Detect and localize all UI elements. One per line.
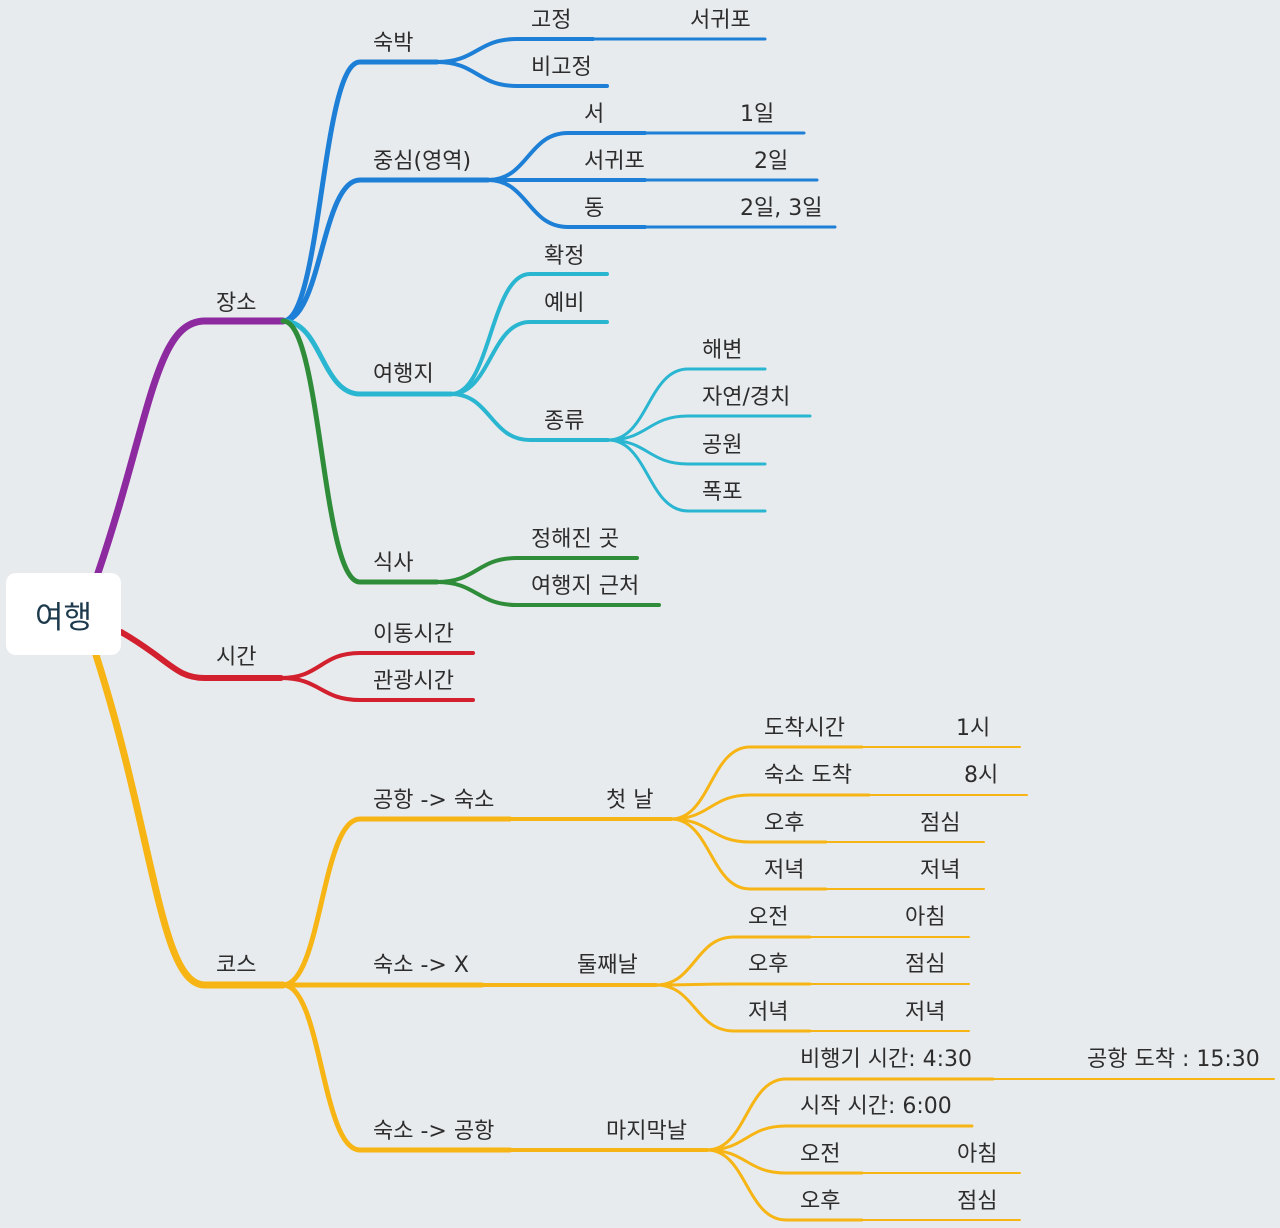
node-day3-flight-value[interactable]: 공항 도착 : 15:30: [1087, 1047, 1260, 1072]
node-type-nature[interactable]: 자연/경치: [702, 385, 791, 410]
node-stay[interactable]: 숙박: [373, 31, 414, 56]
node-day3-route[interactable]: 숙소 -> 공항: [373, 1119, 495, 1144]
node-day3-morning[interactable]: 오전: [800, 1142, 841, 1167]
link-course-day3: [280, 982, 513, 1153]
node-day1-checkin[interactable]: 숙소 도착: [764, 763, 852, 788]
node-day2-afternoon[interactable]: 오후: [748, 952, 789, 977]
node-destination-confirmed[interactable]: 확정: [544, 244, 585, 269]
link-place-center: [280, 177, 491, 324]
link-center-west: [486, 131, 647, 182]
node-center[interactable]: 중심(영역): [373, 149, 472, 174]
node-day1-evening[interactable]: 저녁: [764, 858, 805, 883]
node-destination-type[interactable]: 종류: [544, 409, 585, 434]
link-day1-afternoon: [669, 817, 828, 844]
link-root-course: [92, 651, 287, 989]
node-center-seogwipo-value[interactable]: 2일: [754, 149, 789, 174]
node-type-waterfall[interactable]: 폭포: [702, 480, 743, 505]
node-day2-morning-value[interactable]: 아침: [905, 905, 946, 930]
node-day1-route[interactable]: 공항 -> 숙소: [373, 788, 495, 813]
link-place-meal: [280, 318, 440, 585]
node-day3-afternoon-value[interactable]: 점심: [957, 1189, 998, 1214]
node-day1-checkin-value[interactable]: 8시: [964, 763, 999, 788]
node-day1-arrival-value[interactable]: 1시: [956, 716, 991, 741]
node-center-east[interactable]: 동: [584, 196, 605, 221]
node-destination-reserve[interactable]: 예비: [544, 291, 585, 316]
node-stay-fixed[interactable]: 고정: [531, 8, 572, 33]
node-day3-morning-value[interactable]: 아침: [957, 1142, 998, 1167]
node-time-travel[interactable]: 이동시간: [373, 622, 454, 647]
link-day3-start: [705, 1124, 974, 1152]
node-day1-afternoon[interactable]: 오후: [764, 811, 805, 836]
node-time[interactable]: 시간: [216, 645, 257, 670]
node-place[interactable]: 장소: [216, 291, 257, 316]
node-day2-evening-value[interactable]: 저녁: [905, 1000, 946, 1025]
node-day3-flight[interactable]: 비행기 시간: 4:30: [800, 1047, 973, 1072]
link-root-time: [118, 629, 284, 681]
node-time-sightseeing[interactable]: 관광시간: [373, 669, 454, 694]
node-stay-fixed-value[interactable]: 서귀포: [690, 8, 751, 33]
link-type-park: [606, 438, 767, 466]
node-day2[interactable]: 둘째날: [577, 953, 638, 978]
link-time-sightseeing: [279, 676, 475, 702]
node-day2-route[interactable]: 숙소 -> X: [373, 953, 469, 978]
link-dest-reserve: [449, 320, 609, 396]
node-center-seogwipo[interactable]: 서귀포: [584, 149, 645, 174]
link-stay-unfixed: [435, 60, 609, 88]
node-day2-morning[interactable]: 오전: [748, 905, 789, 930]
node-stay-unfixed[interactable]: 비고정: [531, 55, 592, 80]
link-type-nature: [606, 414, 812, 442]
node-day3-start[interactable]: 시작 시간: 6:00: [800, 1094, 952, 1119]
node-type-park[interactable]: 공원: [702, 433, 743, 458]
node-center-west[interactable]: 서: [584, 102, 605, 127]
link-day1-checkin: [669, 793, 871, 821]
link-day3-flight: [705, 1077, 995, 1152]
root-node[interactable]: 여행: [6, 573, 121, 655]
node-destination[interactable]: 여행지: [373, 362, 434, 387]
node-course[interactable]: 코스: [216, 953, 257, 978]
node-day2-afternoon-value[interactable]: 점심: [905, 952, 946, 977]
link-day1-arrival: [669, 745, 864, 821]
node-day1[interactable]: 첫 날: [606, 788, 654, 813]
link-day2-evening: [654, 983, 812, 1033]
link-course-day1: [280, 816, 513, 988]
node-day3-afternoon[interactable]: 오후: [800, 1189, 841, 1214]
node-center-west-value[interactable]: 1일: [740, 102, 775, 127]
link-place-stay: [280, 59, 440, 324]
link-day2-morning: [654, 935, 812, 987]
node-day1-arrival[interactable]: 도착시간: [764, 716, 845, 741]
link-day1-evening: [669, 817, 828, 891]
node-meal-fixed[interactable]: 정해진 곳: [531, 527, 619, 552]
link-day2-afternoon: [654, 982, 812, 987]
node-day1-evening-value[interactable]: 저녁: [920, 858, 961, 883]
node-day1-afternoon-value[interactable]: 점심: [920, 811, 961, 836]
link-meal-nearby: [435, 580, 661, 607]
node-center-east-value[interactable]: 2일, 3일: [740, 196, 823, 221]
node-type-beach[interactable]: 해변: [702, 338, 743, 363]
node-meal[interactable]: 식사: [373, 551, 414, 576]
link-place-destination: [280, 318, 454, 397]
link-type-waterfall: [606, 438, 767, 513]
link-center-east: [486, 178, 647, 229]
link-type-beach: [606, 367, 767, 442]
node-day2-evening[interactable]: 저녁: [748, 1000, 789, 1025]
link-day3-afternoon: [705, 1148, 864, 1222]
link-root-place: [94, 317, 287, 577]
node-day3[interactable]: 마지막날: [606, 1119, 687, 1144]
node-meal-nearby[interactable]: 여행지 근처: [531, 574, 640, 599]
link-dest-type: [449, 392, 610, 442]
link-day3-morning: [705, 1148, 864, 1175]
